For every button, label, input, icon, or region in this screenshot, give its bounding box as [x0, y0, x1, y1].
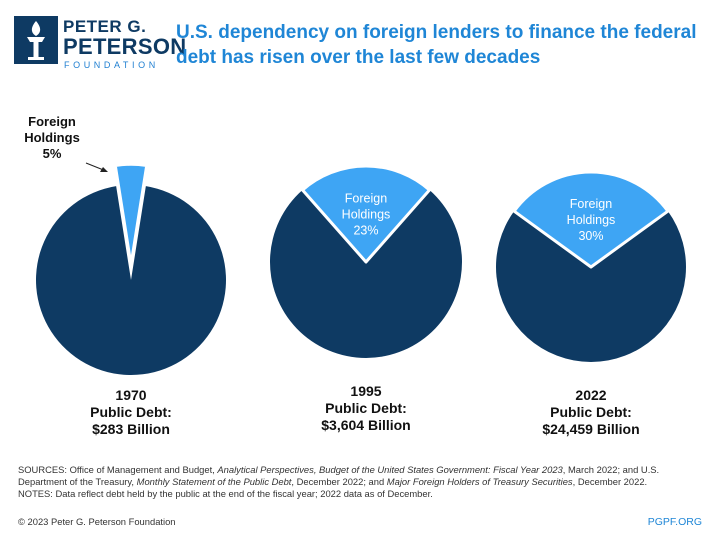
copyright: © 2023 Peter G. Peterson Foundation [18, 516, 176, 527]
debt-label-2022: 2022 Public Debt: $24,459 Billion [542, 387, 639, 437]
sources-text: SOURCES: Office of Management and Budget… [18, 464, 660, 487]
slice-label-2022: Foreign Holdings 30% [567, 197, 616, 243]
debt-label-1970: 1970 Public Debt: $283 Billion [90, 387, 172, 437]
pie-slice-foreign-2022 [512, 170, 670, 269]
pie-slice-domestic-1995 [270, 189, 462, 358]
debt-label-1995: 1995 Public Debt: $3,604 Billion [321, 383, 410, 433]
notes-text: NOTES: Data reflect debt held by the pub… [18, 488, 433, 499]
chart-title: U.S. dependency on foreign lenders to fi… [176, 22, 697, 68]
brand-line1: PETER G. [63, 17, 147, 36]
label-arrowhead-1970 [100, 167, 108, 172]
logo[interactable]: PETER G. PETERSON FOUNDATION [14, 14, 186, 70]
torch-icon [14, 16, 58, 64]
slice-label-1970: Foreign Holdings 5% [24, 114, 80, 161]
brand-line3: FOUNDATION [64, 60, 159, 70]
header: PETER G. PETERSON FOUNDATION U.S. depend… [0, 0, 720, 90]
pie-slice-domestic-2022 [496, 211, 687, 362]
slice-label-1995: Foreign Holdings 23% [342, 191, 391, 237]
pie-charts: Foreign Holdings 5% 1970 Public Debt: $283 Bi… [24, 114, 687, 437]
site-link[interactable]: PGPF.ORG [647, 516, 702, 528]
pie-slice-foreign-1995 [301, 164, 431, 264]
pie-slice-foreign-1970 [115, 164, 147, 261]
footer-notes: SOURCES: Office of Management and Budget… [18, 464, 708, 500]
brand-line2: PETERSON [63, 34, 187, 59]
pie-slice-domestic-1970 [36, 186, 226, 376]
